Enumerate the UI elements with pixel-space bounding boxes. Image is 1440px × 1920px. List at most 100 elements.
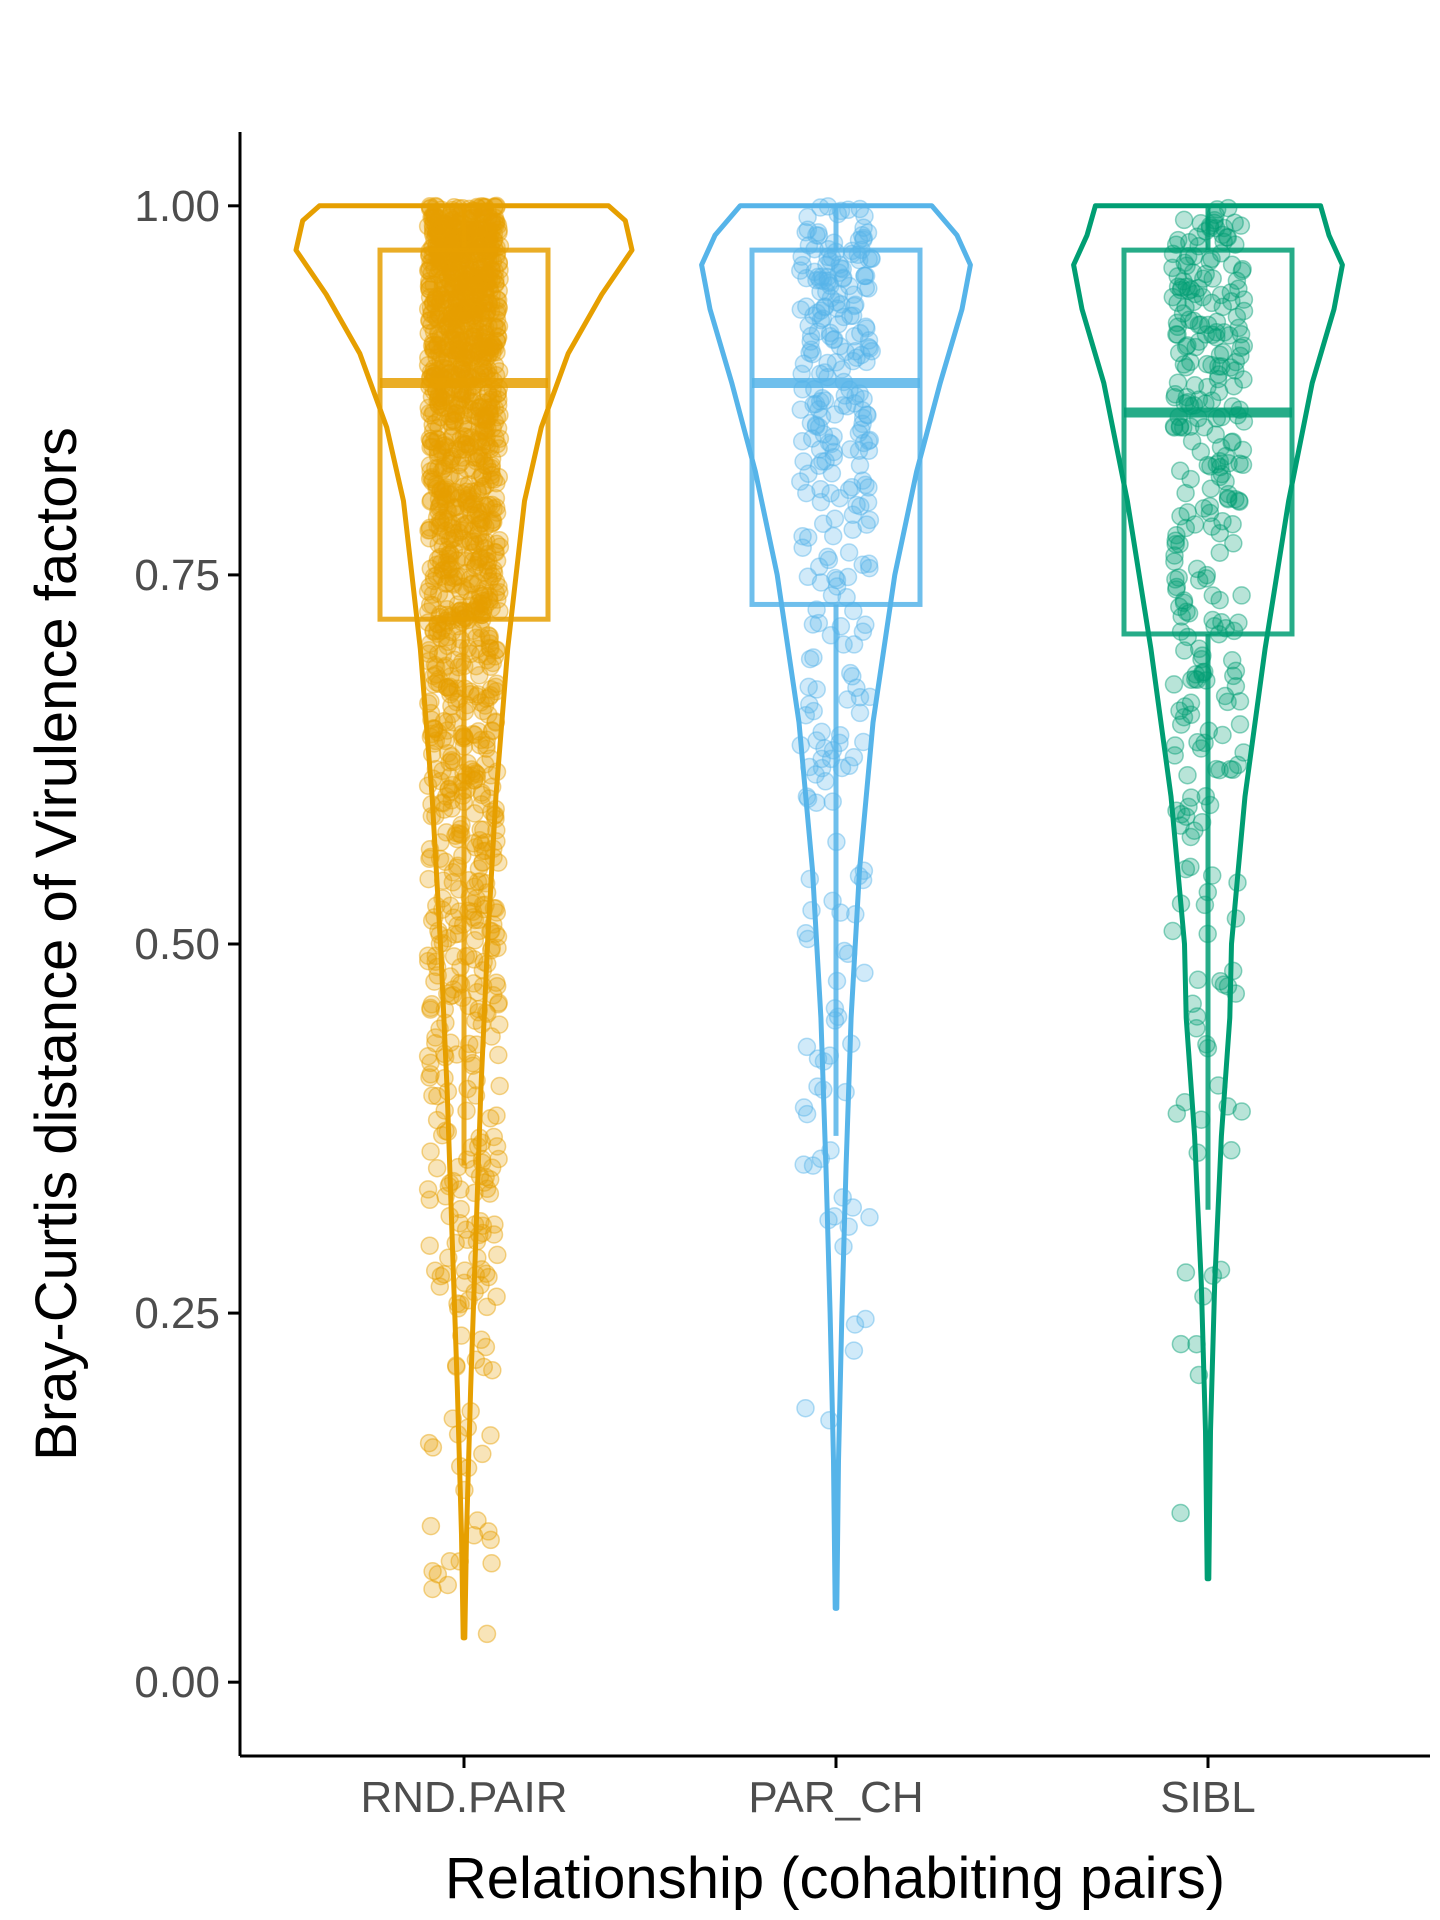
data-point — [476, 689, 496, 708]
data-point — [447, 318, 466, 337]
data-point — [420, 1190, 440, 1210]
data-point — [468, 596, 487, 616]
data-point — [441, 260, 460, 280]
data-point — [449, 567, 468, 586]
data-point — [433, 269, 452, 289]
data-point — [445, 412, 465, 432]
data-point — [855, 266, 874, 286]
data-point — [1168, 277, 1188, 296]
data-point — [469, 448, 489, 468]
data-point — [467, 448, 487, 468]
data-point — [466, 272, 486, 291]
data-point — [479, 705, 498, 724]
data-point — [427, 673, 446, 692]
data-point — [1166, 531, 1185, 550]
data-point — [441, 273, 461, 293]
data-point — [817, 282, 836, 302]
data-point — [476, 432, 496, 451]
data-point — [450, 512, 470, 532]
data-point — [480, 280, 500, 300]
data-point — [1189, 278, 1208, 298]
data-point — [481, 1530, 500, 1550]
data-point — [469, 550, 488, 569]
data-point — [456, 305, 475, 324]
data-point — [488, 216, 508, 235]
data-point — [1224, 534, 1243, 553]
data-point — [424, 571, 444, 591]
data-point — [440, 677, 460, 697]
data-point — [481, 439, 500, 459]
data-point — [470, 548, 490, 568]
data-point — [843, 505, 863, 525]
data-point — [1181, 827, 1201, 847]
data-point — [1182, 431, 1202, 451]
data-point — [483, 567, 502, 586]
data-point — [432, 441, 452, 460]
data-point — [482, 456, 502, 475]
data-point — [480, 634, 500, 653]
data-point — [466, 229, 485, 249]
data-point — [489, 298, 509, 318]
data-point — [441, 290, 460, 309]
data-point — [858, 406, 877, 425]
data-point — [489, 577, 508, 596]
data-point — [476, 216, 496, 236]
data-point — [457, 341, 477, 361]
data-point — [1233, 440, 1253, 460]
data-point — [1201, 479, 1221, 498]
data-point — [418, 356, 438, 375]
data-point — [1177, 387, 1197, 407]
data-point — [811, 282, 830, 301]
data-point — [419, 277, 439, 296]
data-point — [1219, 454, 1238, 473]
data-point — [490, 269, 509, 289]
data-point — [807, 680, 826, 699]
data-point — [1187, 1019, 1206, 1038]
data-point — [1202, 355, 1221, 375]
data-point — [1233, 455, 1253, 475]
data-point — [452, 354, 472, 373]
data-point — [844, 747, 864, 767]
data-point — [418, 951, 438, 971]
data-point — [457, 552, 477, 571]
data-point — [478, 419, 497, 438]
data-point — [475, 496, 495, 515]
data-point — [479, 294, 498, 313]
data-point — [1210, 760, 1229, 780]
data-point — [451, 429, 470, 449]
data-point — [423, 437, 442, 457]
data-point — [791, 300, 811, 319]
data-point — [482, 222, 501, 241]
data-point — [437, 359, 456, 379]
data-point — [1174, 210, 1194, 230]
data-point — [487, 212, 506, 232]
data-point — [1197, 565, 1217, 585]
data-point — [472, 795, 491, 814]
data-point — [1178, 765, 1197, 785]
data-point — [809, 613, 829, 633]
data-point — [423, 293, 443, 313]
data-point — [490, 405, 509, 425]
data-point — [452, 331, 471, 351]
data-point — [463, 543, 483, 562]
data-point — [469, 445, 488, 464]
data-point — [423, 294, 443, 313]
data-point — [470, 344, 489, 364]
data-point — [471, 514, 491, 533]
data-point — [1234, 301, 1254, 321]
data-point — [807, 731, 826, 750]
data-point — [481, 1109, 500, 1128]
data-point — [454, 416, 473, 436]
y-ticks: 0.00 0.25 0.50 0.75 1.00 — [134, 182, 240, 1707]
data-point — [425, 259, 444, 278]
data-point — [423, 218, 443, 238]
data-point — [441, 485, 460, 504]
data-point — [1211, 457, 1230, 477]
data-point — [443, 426, 462, 445]
data-point — [433, 274, 453, 293]
data-point — [1226, 361, 1245, 380]
data-point — [1170, 597, 1189, 617]
data-point — [481, 338, 501, 358]
data-point — [477, 435, 497, 455]
data-point — [428, 336, 447, 355]
